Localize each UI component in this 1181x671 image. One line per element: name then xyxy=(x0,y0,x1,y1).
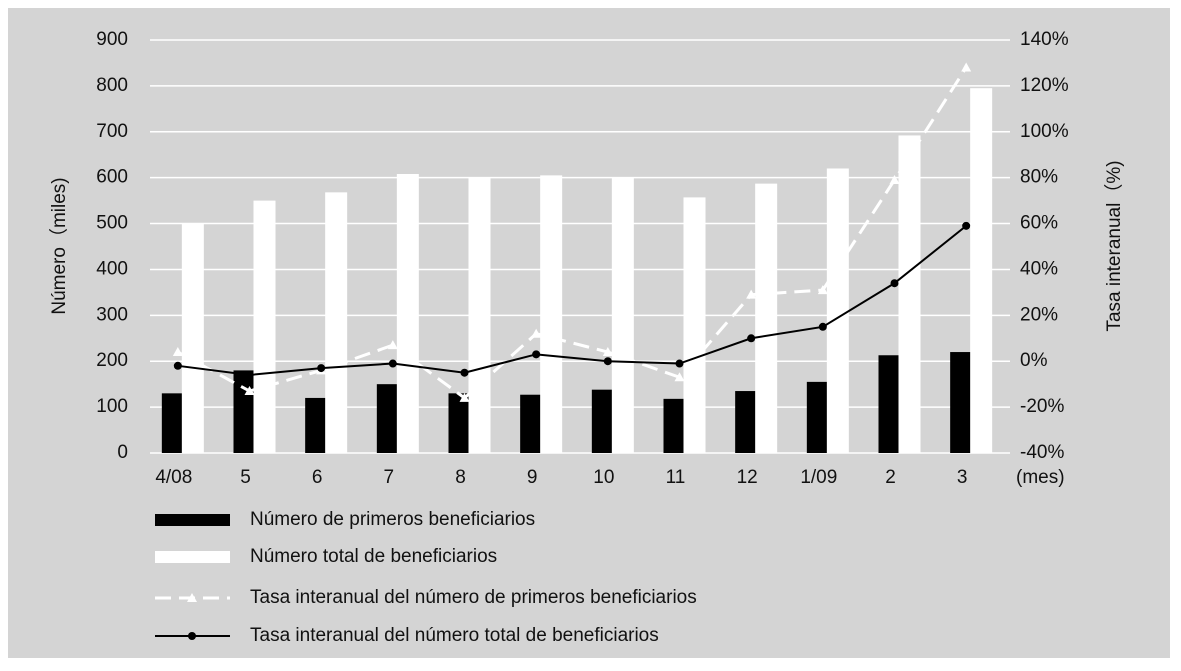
x-tick-label: 7 xyxy=(384,467,395,488)
line-series xyxy=(177,225,967,376)
y-axis-label: Número（miles) xyxy=(48,177,70,314)
x-axis-label: (mes) xyxy=(1016,467,1065,488)
x-tick-label: 4/08 xyxy=(155,467,192,488)
y-tick-label: 800 xyxy=(96,75,128,96)
y-tick-label: 400 xyxy=(96,258,128,279)
bar xyxy=(448,393,471,453)
legend-label: Tasa interanual del número total de bene… xyxy=(250,625,659,646)
y-tick-label: 600 xyxy=(96,167,128,188)
line-marker xyxy=(173,361,182,370)
line-marker xyxy=(531,328,542,338)
line-marker xyxy=(889,174,900,184)
y2-tick-label: 20% xyxy=(1020,304,1058,325)
line-marker xyxy=(746,289,757,299)
line-marker xyxy=(602,347,613,357)
legend-marker xyxy=(188,632,196,640)
line-marker xyxy=(532,350,541,359)
line-marker xyxy=(459,392,470,402)
x-tick-label: 2 xyxy=(885,467,896,488)
line-marker xyxy=(603,357,612,366)
bar xyxy=(950,352,973,453)
bar xyxy=(161,393,184,453)
line-marker xyxy=(818,322,827,331)
line-marker xyxy=(747,334,756,343)
y2-tick-label: 100% xyxy=(1020,121,1069,142)
line-marker xyxy=(817,285,828,295)
y2-tick-label: -20% xyxy=(1020,396,1064,417)
line-marker xyxy=(962,221,971,230)
bar xyxy=(806,381,829,453)
bar xyxy=(755,183,778,454)
bar xyxy=(468,177,491,453)
bar xyxy=(396,173,419,454)
bar xyxy=(233,370,256,453)
legend-marker xyxy=(187,593,197,602)
y-tick-label: 0 xyxy=(117,442,128,463)
x-tick-label: 9 xyxy=(527,467,538,488)
line-marker xyxy=(317,364,326,373)
line-series xyxy=(177,66,968,400)
bar xyxy=(520,394,543,453)
y2-tick-label: 0% xyxy=(1020,350,1048,371)
y2-tick-label: 120% xyxy=(1020,75,1069,96)
line-marker xyxy=(890,279,899,288)
x-tick-label: 5 xyxy=(240,467,251,488)
y-tick-label: 900 xyxy=(96,29,128,50)
bar xyxy=(826,168,849,453)
bar xyxy=(253,200,276,453)
y-tick-label: 200 xyxy=(96,350,128,371)
y-tick-label: 300 xyxy=(96,304,128,325)
legend-swatch xyxy=(155,551,230,563)
y2-tick-label: -40% xyxy=(1020,442,1064,463)
line-marker xyxy=(245,370,254,379)
line-marker xyxy=(961,62,972,72)
bar xyxy=(970,88,993,453)
bar xyxy=(683,197,706,453)
y-tick-label: 100 xyxy=(96,396,128,417)
bar xyxy=(305,397,328,453)
x-tick-label: 1/09 xyxy=(800,467,837,488)
line-marker xyxy=(675,359,684,368)
bar xyxy=(611,177,634,453)
bar xyxy=(878,355,901,453)
y2-tick-label: 140% xyxy=(1020,29,1069,50)
bar xyxy=(540,175,563,453)
bar xyxy=(181,223,204,453)
bar xyxy=(376,384,399,453)
x-tick-label: 12 xyxy=(737,467,758,488)
line-marker xyxy=(172,347,183,357)
line-marker xyxy=(460,368,469,377)
x-tick-label: 3 xyxy=(957,467,968,488)
line-marker xyxy=(387,340,398,350)
line-marker xyxy=(388,359,397,368)
y-tick-label: 500 xyxy=(96,213,128,234)
line-marker xyxy=(674,372,685,382)
x-tick-label: 11 xyxy=(666,467,686,488)
x-tick-label: 6 xyxy=(312,467,323,488)
bar xyxy=(735,391,758,453)
y2-tick-label: 60% xyxy=(1020,213,1058,234)
bar xyxy=(325,192,348,453)
bar xyxy=(898,135,921,453)
legend-label: Tasa interanual del número de primeros b… xyxy=(250,587,697,608)
y2-tick-label: 40% xyxy=(1020,258,1058,279)
y-tick-label: 700 xyxy=(96,121,128,142)
bar xyxy=(663,398,686,453)
legend-label: Número total de beneficiarios xyxy=(250,546,497,567)
y2-axis-label: Tasa interanual（%) xyxy=(1103,160,1125,331)
x-tick-label: 8 xyxy=(455,467,466,488)
legend-label: Número de primeros beneficiarios xyxy=(250,509,535,530)
y2-tick-label: 80% xyxy=(1020,167,1058,188)
legend-swatch xyxy=(155,514,230,526)
line-marker xyxy=(244,386,255,396)
x-tick-label: 10 xyxy=(593,467,614,488)
bar xyxy=(591,389,614,453)
